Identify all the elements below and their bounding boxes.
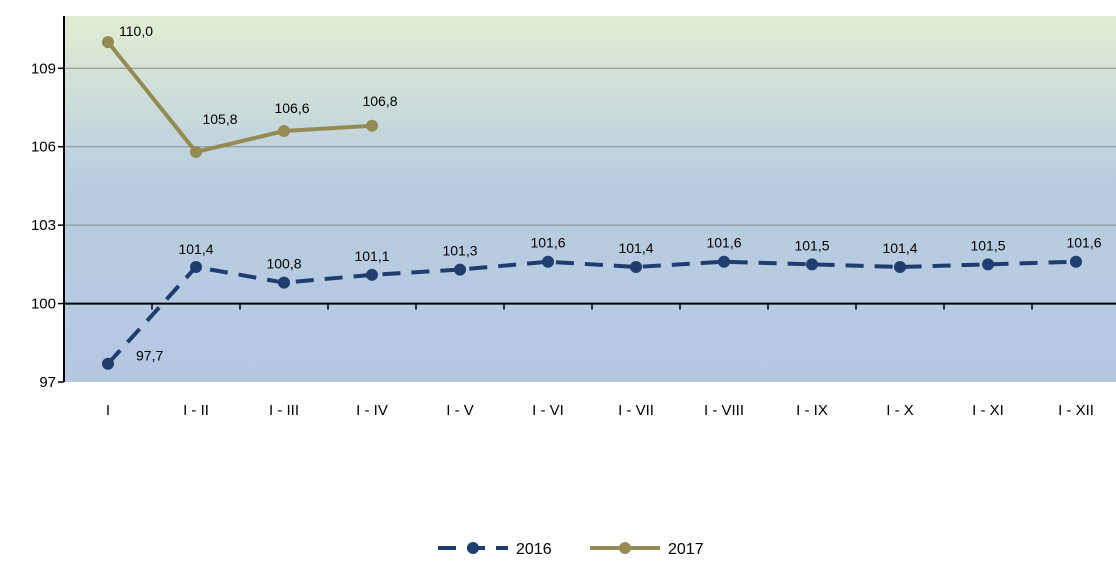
x-tick-label: I - XI	[972, 402, 1004, 419]
x-tick-label: I - IX	[796, 402, 828, 419]
data-point-2016	[454, 263, 466, 276]
legend: 2016 2017	[438, 541, 704, 558]
data-label-2016: 101,6	[706, 235, 741, 251]
data-label-2016: 101,4	[178, 241, 213, 257]
series-line-2016	[106, 259, 1077, 366]
data-point-2016	[718, 255, 730, 268]
data-label-2017: 106,6	[274, 100, 309, 116]
data-label-2016: 97,7	[136, 348, 163, 364]
data-point-2017	[190, 145, 202, 158]
data-label-2016: 101,1	[354, 248, 389, 264]
data-label-2016: 101,3	[442, 243, 477, 259]
data-point-2016	[102, 357, 114, 370]
x-tick-label: I - II	[183, 402, 209, 419]
data-label-2016: 100,8	[266, 256, 301, 272]
data-point-2017	[366, 119, 378, 132]
data-label-2016: 101,4	[882, 240, 917, 256]
y-tick-label-100: 100	[31, 296, 56, 313]
data-point-2016	[1070, 255, 1082, 268]
data-label-2016: 101,6	[530, 235, 565, 251]
x-tick-label: I - XII	[1058, 402, 1094, 419]
x-tick-label: I - X	[886, 402, 914, 419]
data-point-2016	[366, 268, 378, 281]
data-point-2016	[806, 258, 818, 271]
y-tick-label-106: 106	[31, 139, 56, 156]
data-labels: 97,7 101,4 100,8 101,1 101,3 101,6 101,4 101,6 1…	[119, 23, 1102, 364]
series-line-2017	[106, 40, 373, 154]
data-label-2016: 101,4	[618, 240, 653, 256]
x-tick-label: I - V	[446, 402, 474, 419]
series-lines	[102, 36, 1082, 370]
data-label-2017: 105,8	[202, 111, 237, 127]
data-point-2016	[278, 276, 290, 289]
y-tick-label-97: 97	[39, 374, 56, 391]
data-point-2017	[102, 36, 114, 49]
data-point-2016	[542, 255, 554, 268]
x-tick-label: I	[106, 402, 110, 419]
data-label-2016: 101,5	[794, 237, 829, 253]
x-tick-label: I - VII	[618, 402, 654, 419]
data-label-2016: 101,5	[970, 237, 1005, 253]
data-label-2017: 106,8	[362, 93, 397, 109]
legend-label: 2016	[516, 541, 552, 558]
legend-item-2017: 2017	[590, 541, 704, 558]
x-tick-label: I - VI	[532, 402, 564, 419]
legend-item-2016: 2016	[438, 541, 552, 558]
y-tick-label-109: 109	[31, 60, 56, 77]
data-label-2016: 101,6	[1066, 235, 1101, 251]
legend-swatch-marker	[467, 542, 479, 554]
gridlines	[64, 67, 1116, 226]
data-point-2016	[894, 260, 906, 273]
x-tick-label: I - VIII	[704, 402, 744, 419]
plot-area	[64, 16, 1116, 382]
x-tick-label: I - III	[269, 402, 299, 419]
data-point-2017	[278, 125, 290, 138]
data-point-2016	[982, 258, 994, 271]
data-point-2016	[190, 260, 202, 273]
legend-label: 2017	[668, 541, 704, 558]
y-tick-label-103: 103	[31, 217, 56, 234]
data-point-2016	[630, 260, 642, 273]
data-label-2017: 110,0	[119, 23, 153, 39]
x-tick-label: I - IV	[356, 402, 388, 419]
legend-swatch-marker	[619, 542, 631, 554]
